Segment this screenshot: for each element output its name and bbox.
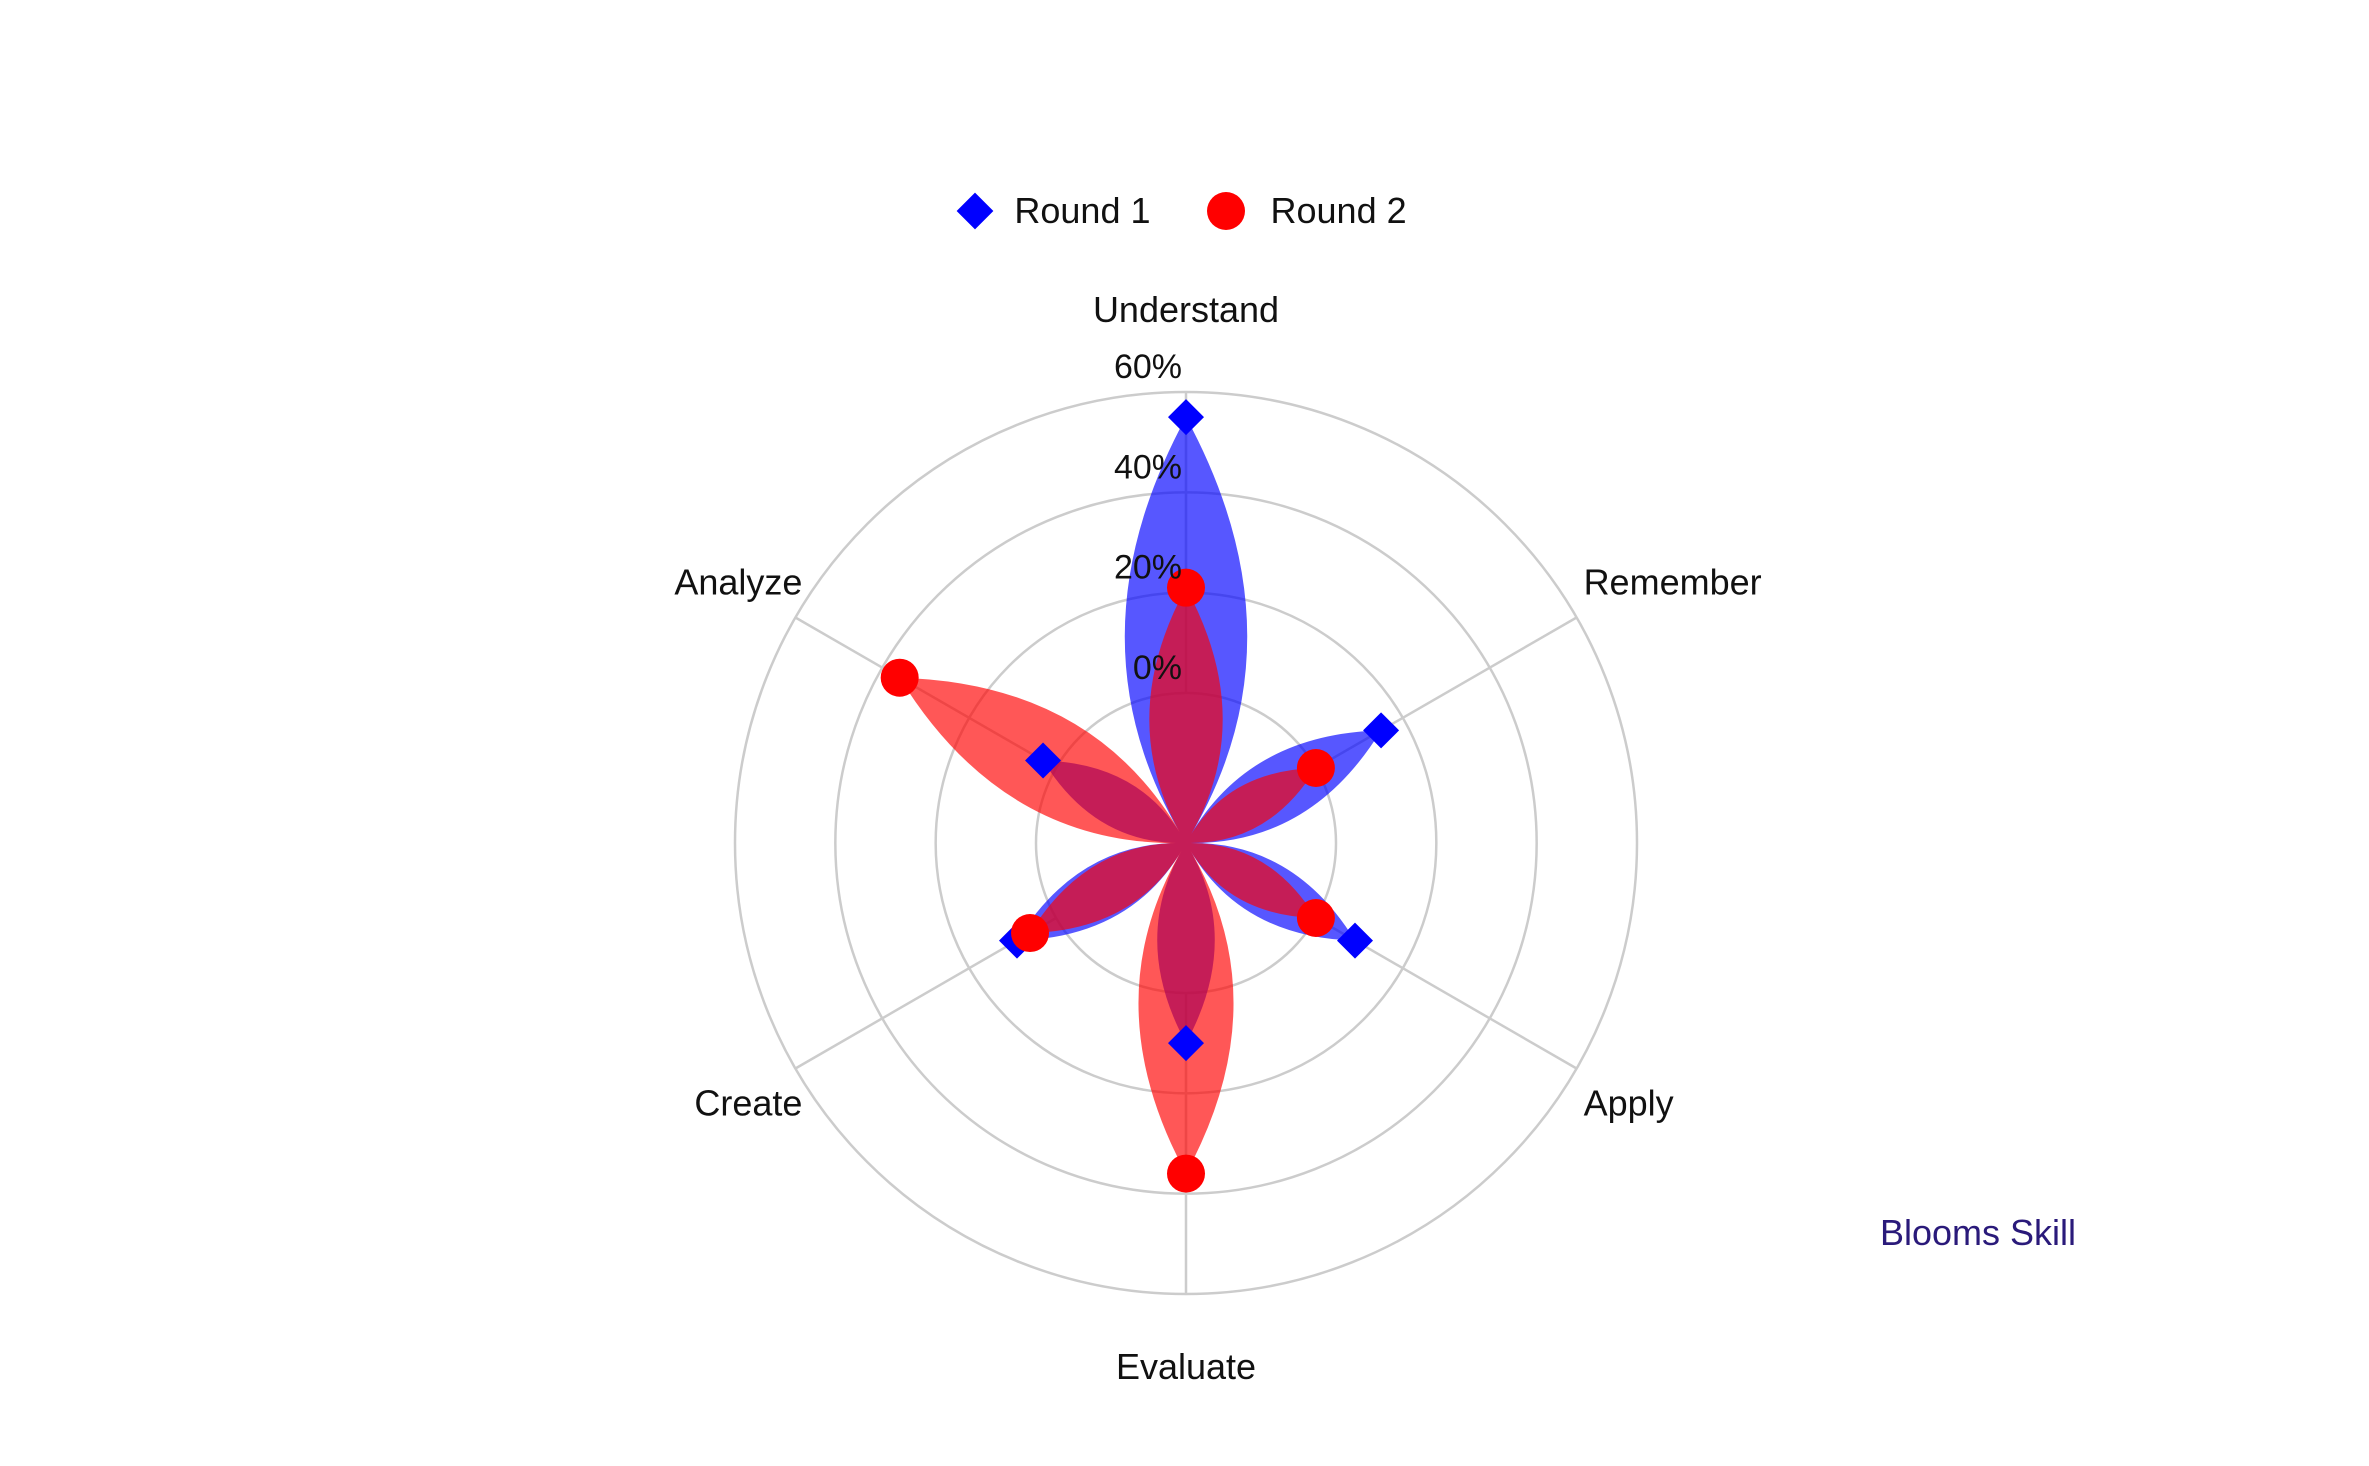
radial-tick-label-1: 20% [1114,549,1182,587]
series-1-point-1 [1296,749,1335,787]
series-0-point-0 [1168,399,1204,436]
category-label-5: Analyze [674,562,802,603]
legend-label-round-2: Round 2 [1270,190,1407,231]
category-label-0: Understand [1093,289,1279,330]
series-0-point-1 [1363,712,1400,749]
category-label-2: Apply [1584,1083,1674,1124]
series-1-point-0 [1167,568,1205,607]
legend: Round 1 Round 2 [0,190,2369,232]
category-label-4: Create [694,1083,802,1124]
radial-tick-label-3: 60% [1114,348,1182,386]
series-1-point-3 [1167,1154,1205,1193]
circle-marker-icon [1206,192,1245,230]
series-0-point-2 [1337,922,1374,959]
annotation-text: Blooms Skill [1880,1212,2077,1253]
radial-tick-label-2: 40% [1114,448,1182,486]
legend-item-round-1[interactable]: Round 1 [957,190,1151,232]
legend-item-round-2[interactable]: Round 2 [1206,190,1407,232]
series-area-1 [899,587,1316,1174]
series-0-point-3 [1168,1025,1204,1062]
series-0-point-5 [1025,742,1062,779]
series-1-point-5 [880,658,919,697]
category-label-1: Remember [1584,562,1762,603]
radial-tick-label-0: 0% [1133,649,1182,687]
category-label-3: Evaluate [1116,1346,1256,1387]
legend-label-round-1: Round 1 [1014,190,1151,231]
series-1-point-4 [1011,914,1050,953]
series-1-point-2 [1296,899,1335,937]
